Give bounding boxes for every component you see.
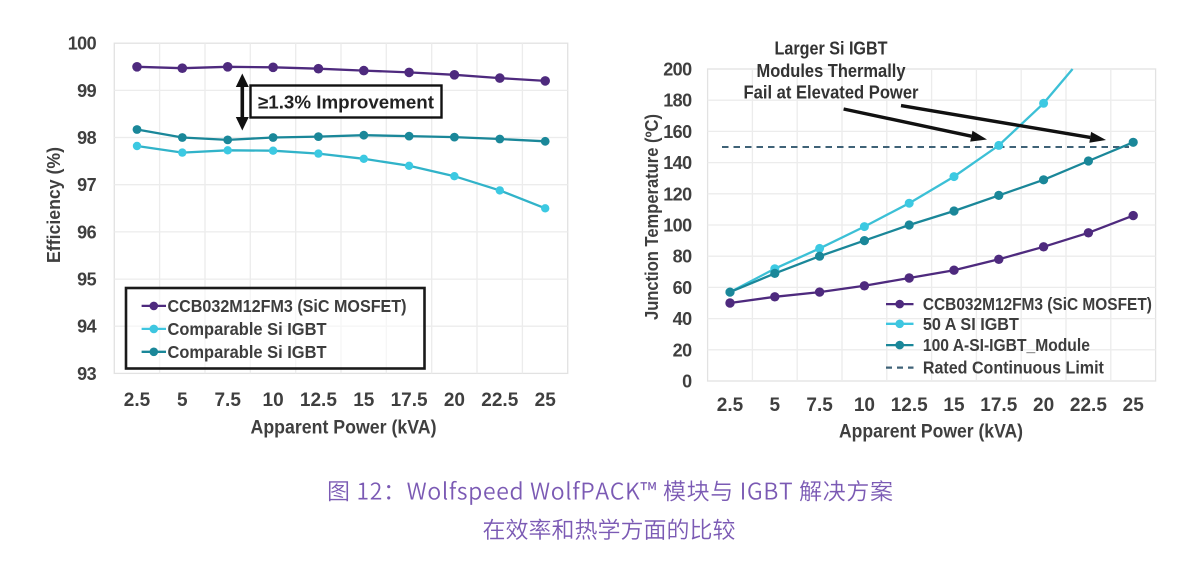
svg-text:100 A-SI-IGBT_Module: 100 A-SI-IGBT_Module — [923, 335, 1090, 355]
svg-text:180: 180 — [663, 91, 692, 111]
svg-text:200: 200 — [663, 60, 692, 80]
svg-text:22.5: 22.5 — [1070, 395, 1107, 416]
svg-text:20: 20 — [444, 390, 465, 411]
svg-text:15: 15 — [943, 395, 965, 416]
svg-text:7.5: 7.5 — [214, 390, 241, 411]
svg-text:20: 20 — [1033, 395, 1054, 416]
svg-text:Fail at Elevated Power: Fail at Elevated Power — [744, 82, 919, 103]
svg-text:2.5: 2.5 — [717, 395, 744, 416]
svg-text:7.5: 7.5 — [806, 395, 833, 416]
svg-text:12.5: 12.5 — [891, 395, 928, 416]
svg-text:Larger Si IGBT: Larger Si IGBT — [775, 38, 889, 59]
svg-text:40: 40 — [673, 309, 692, 329]
svg-text:Apparent Power (kVA): Apparent Power (kVA) — [839, 422, 1023, 443]
svg-text:5: 5 — [770, 395, 781, 416]
svg-text:140: 140 — [663, 153, 692, 173]
svg-text:60: 60 — [673, 278, 692, 298]
svg-text:25: 25 — [535, 390, 557, 411]
svg-text:15: 15 — [353, 390, 375, 411]
svg-text:CCB032M12FM3 (SiC MOSFET): CCB032M12FM3 (SiC MOSFET) — [168, 296, 407, 316]
svg-text:≥1.3% Improvement: ≥1.3% Improvement — [258, 92, 434, 113]
svg-text:160: 160 — [663, 122, 692, 142]
svg-text:17.5: 17.5 — [980, 395, 1017, 416]
svg-text:0: 0 — [682, 372, 692, 392]
svg-text:96: 96 — [77, 222, 96, 242]
svg-text:120: 120 — [663, 184, 692, 204]
svg-text:99: 99 — [77, 81, 96, 101]
svg-text:10: 10 — [854, 395, 875, 416]
svg-text:CCB032M12FM3 (SiC MOSFET): CCB032M12FM3 (SiC MOSFET) — [923, 294, 1152, 314]
svg-text:93: 93 — [77, 364, 96, 384]
svg-text:80: 80 — [673, 247, 692, 267]
svg-text:5: 5 — [177, 390, 188, 411]
svg-text:17.5: 17.5 — [391, 390, 428, 411]
svg-text:Rated Continuous Limit: Rated Continuous Limit — [923, 358, 1104, 378]
svg-text:10: 10 — [263, 390, 284, 411]
svg-text:20: 20 — [673, 340, 692, 360]
svg-text:95: 95 — [77, 270, 96, 290]
svg-text:94: 94 — [77, 317, 96, 337]
svg-text:25: 25 — [1123, 395, 1145, 416]
svg-text:100: 100 — [663, 216, 692, 236]
svg-text:98: 98 — [77, 128, 96, 148]
svg-text:Modules Thermally: Modules Thermally — [757, 60, 907, 81]
svg-text:Comparable Si IGBT: Comparable Si IGBT — [168, 319, 327, 339]
svg-text:Efficiency (%): Efficiency (%) — [44, 147, 64, 263]
svg-text:12.5: 12.5 — [300, 390, 337, 411]
svg-text:50 A SI IGBT: 50 A SI IGBT — [923, 314, 1019, 334]
svg-text:Junction Temperature (ºC): Junction Temperature (ºC) — [642, 114, 662, 320]
svg-text:Apparent Power (kVA): Apparent Power (kVA) — [251, 418, 437, 439]
svg-text:Comparable Si IGBT: Comparable Si IGBT — [168, 342, 327, 362]
svg-text:22.5: 22.5 — [481, 390, 518, 411]
svg-text:97: 97 — [77, 175, 96, 195]
svg-text:100: 100 — [68, 34, 97, 54]
svg-text:2.5: 2.5 — [124, 390, 151, 411]
